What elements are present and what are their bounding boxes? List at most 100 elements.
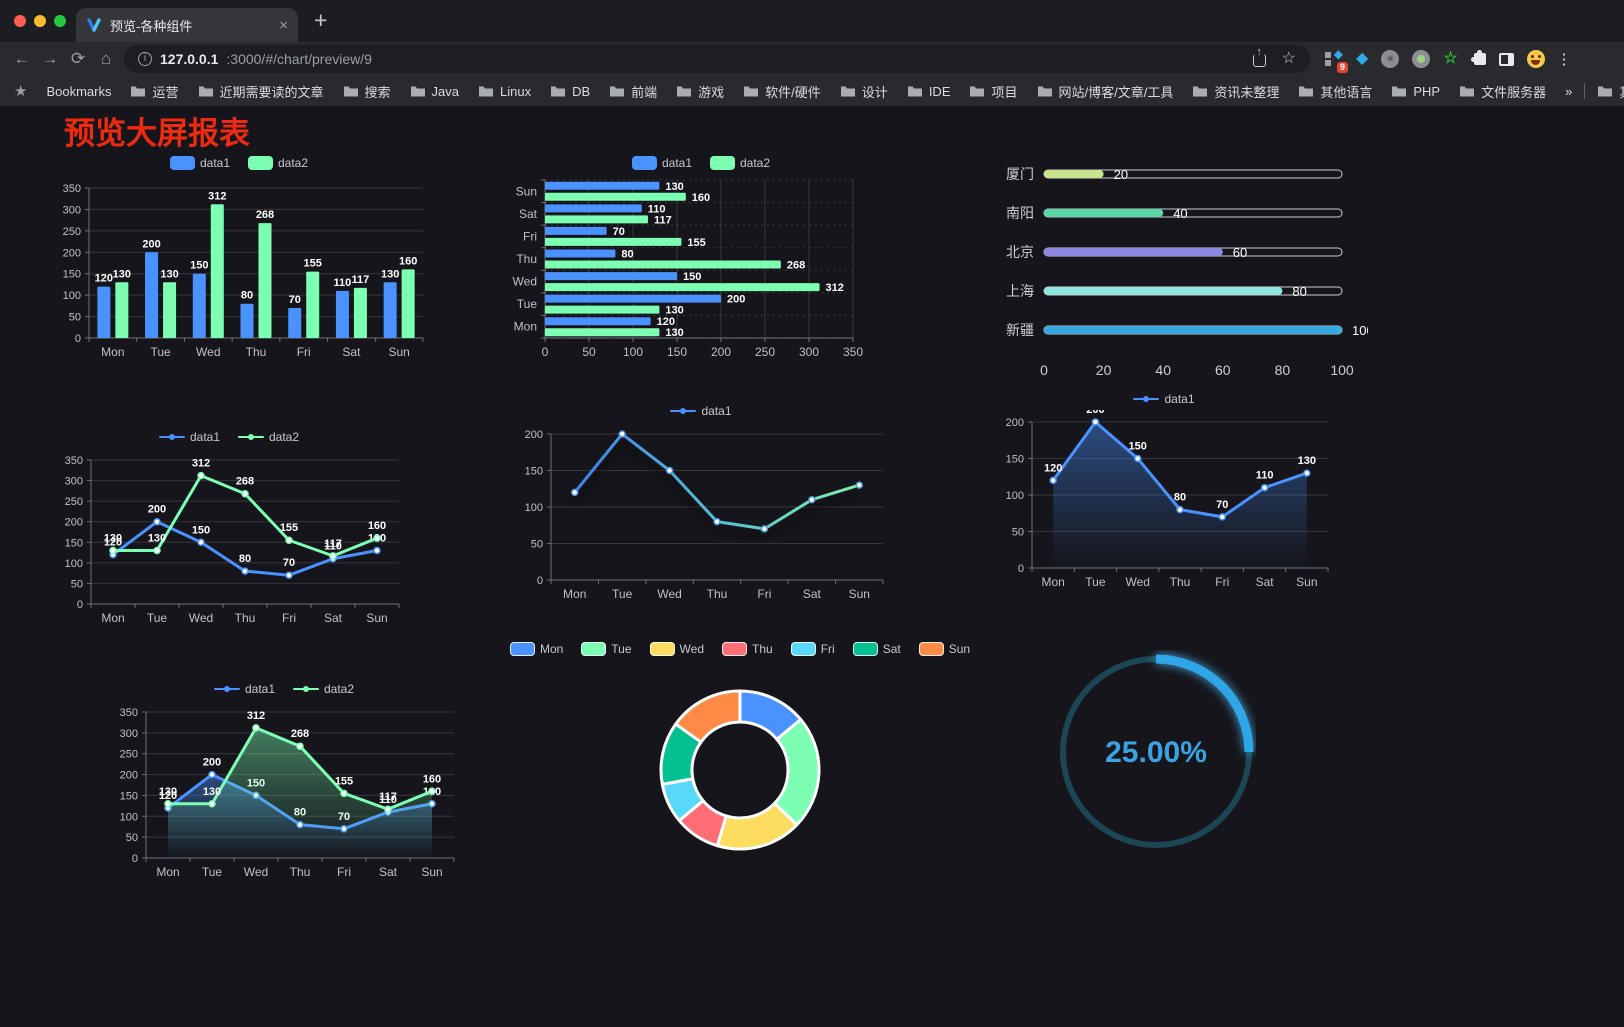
- chart-line-gradient: data1 0 50 100 150 200 Mon Tue Wed Thu Fri Sat Sun: [505, 400, 897, 610]
- svg-text:Fri: Fri: [523, 229, 537, 243]
- svg-text:312: 312: [826, 282, 844, 294]
- other-bookmarks-folder[interactable]: 其他书签: [1597, 82, 1624, 101]
- legend-item-data2[interactable]: data2: [248, 156, 308, 170]
- bookmark-folder[interactable]: 文件服务器: [1459, 82, 1546, 101]
- svg-text:Tue: Tue: [517, 297, 538, 311]
- svg-text:110: 110: [379, 794, 397, 806]
- side-panel-icon[interactable]: [1498, 52, 1514, 66]
- round-dot-extension-icon[interactable]: [1412, 50, 1431, 68]
- svg-text:Wed: Wed: [189, 611, 213, 625]
- extension-badge: 9: [1336, 62, 1348, 73]
- back-button[interactable]: ←: [13, 49, 31, 68]
- bookmark-folder[interactable]: 前端: [609, 82, 657, 101]
- svg-text:200: 200: [711, 345, 731, 359]
- svg-text:Fri: Fri: [1215, 575, 1229, 589]
- legend-item-data1[interactable]: data1: [1133, 392, 1195, 406]
- green-star-extension-icon[interactable]: ☆: [1443, 50, 1458, 67]
- bookmark-folder[interactable]: 近期需要读的文章: [198, 82, 324, 101]
- bookmark-folder[interactable]: 软件/硬件: [743, 82, 821, 101]
- legend-item-data1[interactable]: data1: [670, 404, 732, 418]
- chart-grouped-bar: data1 data2 0 50 100 150 200 250 300 350 Mon Tue Wed…: [45, 152, 433, 366]
- legend-item-Sun[interactable]: Sun: [918, 642, 970, 656]
- legend-marker: [293, 686, 319, 692]
- svg-text:Tue: Tue: [150, 345, 171, 359]
- bookmarks-star-icon: ★: [14, 83, 28, 100]
- svg-text:150: 150: [192, 524, 210, 536]
- reload-button[interactable]: ⟳: [70, 49, 86, 68]
- diamond-icon: ◆: [1333, 47, 1343, 61]
- svg-text:Sat: Sat: [324, 611, 343, 625]
- svg-text:50: 50: [582, 345, 596, 359]
- bookmark-folder[interactable]: 网站/博客/文章/工具: [1037, 82, 1173, 101]
- window-close-button[interactable]: [14, 15, 26, 27]
- bookmarks-overflow-chevron[interactable]: »: [1565, 83, 1573, 99]
- share-icon[interactable]: [1252, 54, 1266, 67]
- svg-text:130: 130: [665, 305, 683, 317]
- bookmark-folder[interactable]: 资讯未整理: [1192, 82, 1279, 101]
- bookmark-folder[interactable]: 设计: [840, 82, 888, 101]
- legend-item-Fri[interactable]: Fri: [790, 642, 835, 656]
- legend-marker: [918, 642, 944, 656]
- bookmark-folder[interactable]: 项目: [969, 82, 1018, 101]
- window-zoom-button[interactable]: [54, 15, 66, 27]
- chart-area-two-series: data1 data2 0 50 100 150 200 250 300 350 Mon Tue Wed…: [100, 678, 468, 888]
- bookmark-folder[interactable]: 运营: [130, 82, 179, 101]
- browser-menu-button[interactable]: ⋮: [1556, 51, 1572, 68]
- bookmark-folder[interactable]: 游戏: [676, 82, 724, 101]
- legend-marker: [670, 408, 697, 414]
- svg-text:Mon: Mon: [156, 865, 179, 879]
- svg-text:200: 200: [65, 517, 83, 529]
- svg-text:268: 268: [291, 728, 309, 740]
- legend-item-data1[interactable]: data1: [631, 156, 692, 170]
- legend-item-data1[interactable]: data1: [158, 430, 220, 444]
- bookmark-folder[interactable]: IDE: [907, 82, 950, 101]
- bookmarks-label[interactable]: Bookmarks: [46, 83, 112, 99]
- svg-text:Wed: Wed: [1125, 575, 1149, 589]
- legend-item-Wed[interactable]: Wed: [649, 642, 704, 656]
- legend-item-data2[interactable]: data2: [293, 682, 354, 696]
- bookmark-folder[interactable]: Java: [410, 82, 459, 101]
- extension-grid-icon[interactable]: ◆ 9: [1324, 47, 1348, 73]
- svg-text:130: 130: [159, 786, 177, 798]
- svg-text:350: 350: [843, 345, 863, 359]
- svg-text:Sat: Sat: [1256, 575, 1275, 589]
- legend-item-data2[interactable]: data2: [710, 156, 770, 170]
- legend-item-data1[interactable]: data1: [213, 682, 275, 696]
- legend-item-Sat[interactable]: Sat: [852, 642, 901, 656]
- svg-text:100: 100: [525, 502, 543, 514]
- site-info-icon[interactable]: i: [138, 52, 152, 66]
- svg-text:110: 110: [324, 541, 342, 553]
- tab-close-button[interactable]: ×: [279, 16, 288, 34]
- bookmark-folder[interactable]: Linux: [478, 82, 531, 101]
- round-extension-icon[interactable]: ✳: [1381, 50, 1400, 68]
- svg-text:100: 100: [65, 558, 83, 570]
- profile-avatar[interactable]: [1526, 50, 1545, 68]
- browser-tab[interactable]: 预览-各种组件 ×: [76, 8, 298, 42]
- new-tab-button[interactable]: +: [314, 7, 328, 33]
- svg-text:80: 80: [241, 290, 253, 302]
- svg-text:200: 200: [1086, 410, 1104, 416]
- home-button[interactable]: ⌂: [100, 49, 112, 68]
- address-bar[interactable]: i 127.0.0.1 :3000/#/chart/preview/9 ☆: [124, 45, 1310, 73]
- window-minimize-button[interactable]: [34, 15, 46, 27]
- bookmark-folder[interactable]: PHP: [1391, 82, 1440, 101]
- folder-icon: [1193, 86, 1208, 96]
- svg-text:350: 350: [65, 455, 83, 467]
- bookmark-folder[interactable]: 搜索: [343, 82, 391, 101]
- extensions-puzzle-icon[interactable]: [1470, 50, 1486, 65]
- legend-item-Mon[interactable]: Mon: [509, 642, 563, 656]
- legend-item-data1[interactable]: data1: [169, 156, 230, 170]
- svg-text:50: 50: [1012, 527, 1024, 539]
- legend-item-data2[interactable]: data2: [238, 430, 299, 444]
- bookmark-folder[interactable]: DB: [550, 82, 590, 101]
- bookmark-folder[interactable]: 其他语言: [1298, 82, 1372, 101]
- forward-button[interactable]: →: [41, 49, 59, 68]
- legend-item-Thu[interactable]: Thu: [722, 642, 773, 656]
- bookmark-star-icon[interactable]: ☆: [1281, 50, 1296, 67]
- gem-extension-icon[interactable]: ◆: [1356, 50, 1369, 67]
- legend-item-Tue[interactable]: Tue: [581, 642, 632, 656]
- svg-text:117: 117: [654, 214, 672, 226]
- svg-text:150: 150: [1129, 441, 1147, 453]
- svg-text:25.00%: 25.00%: [1105, 736, 1207, 769]
- svg-text:Sun: Sun: [849, 587, 870, 601]
